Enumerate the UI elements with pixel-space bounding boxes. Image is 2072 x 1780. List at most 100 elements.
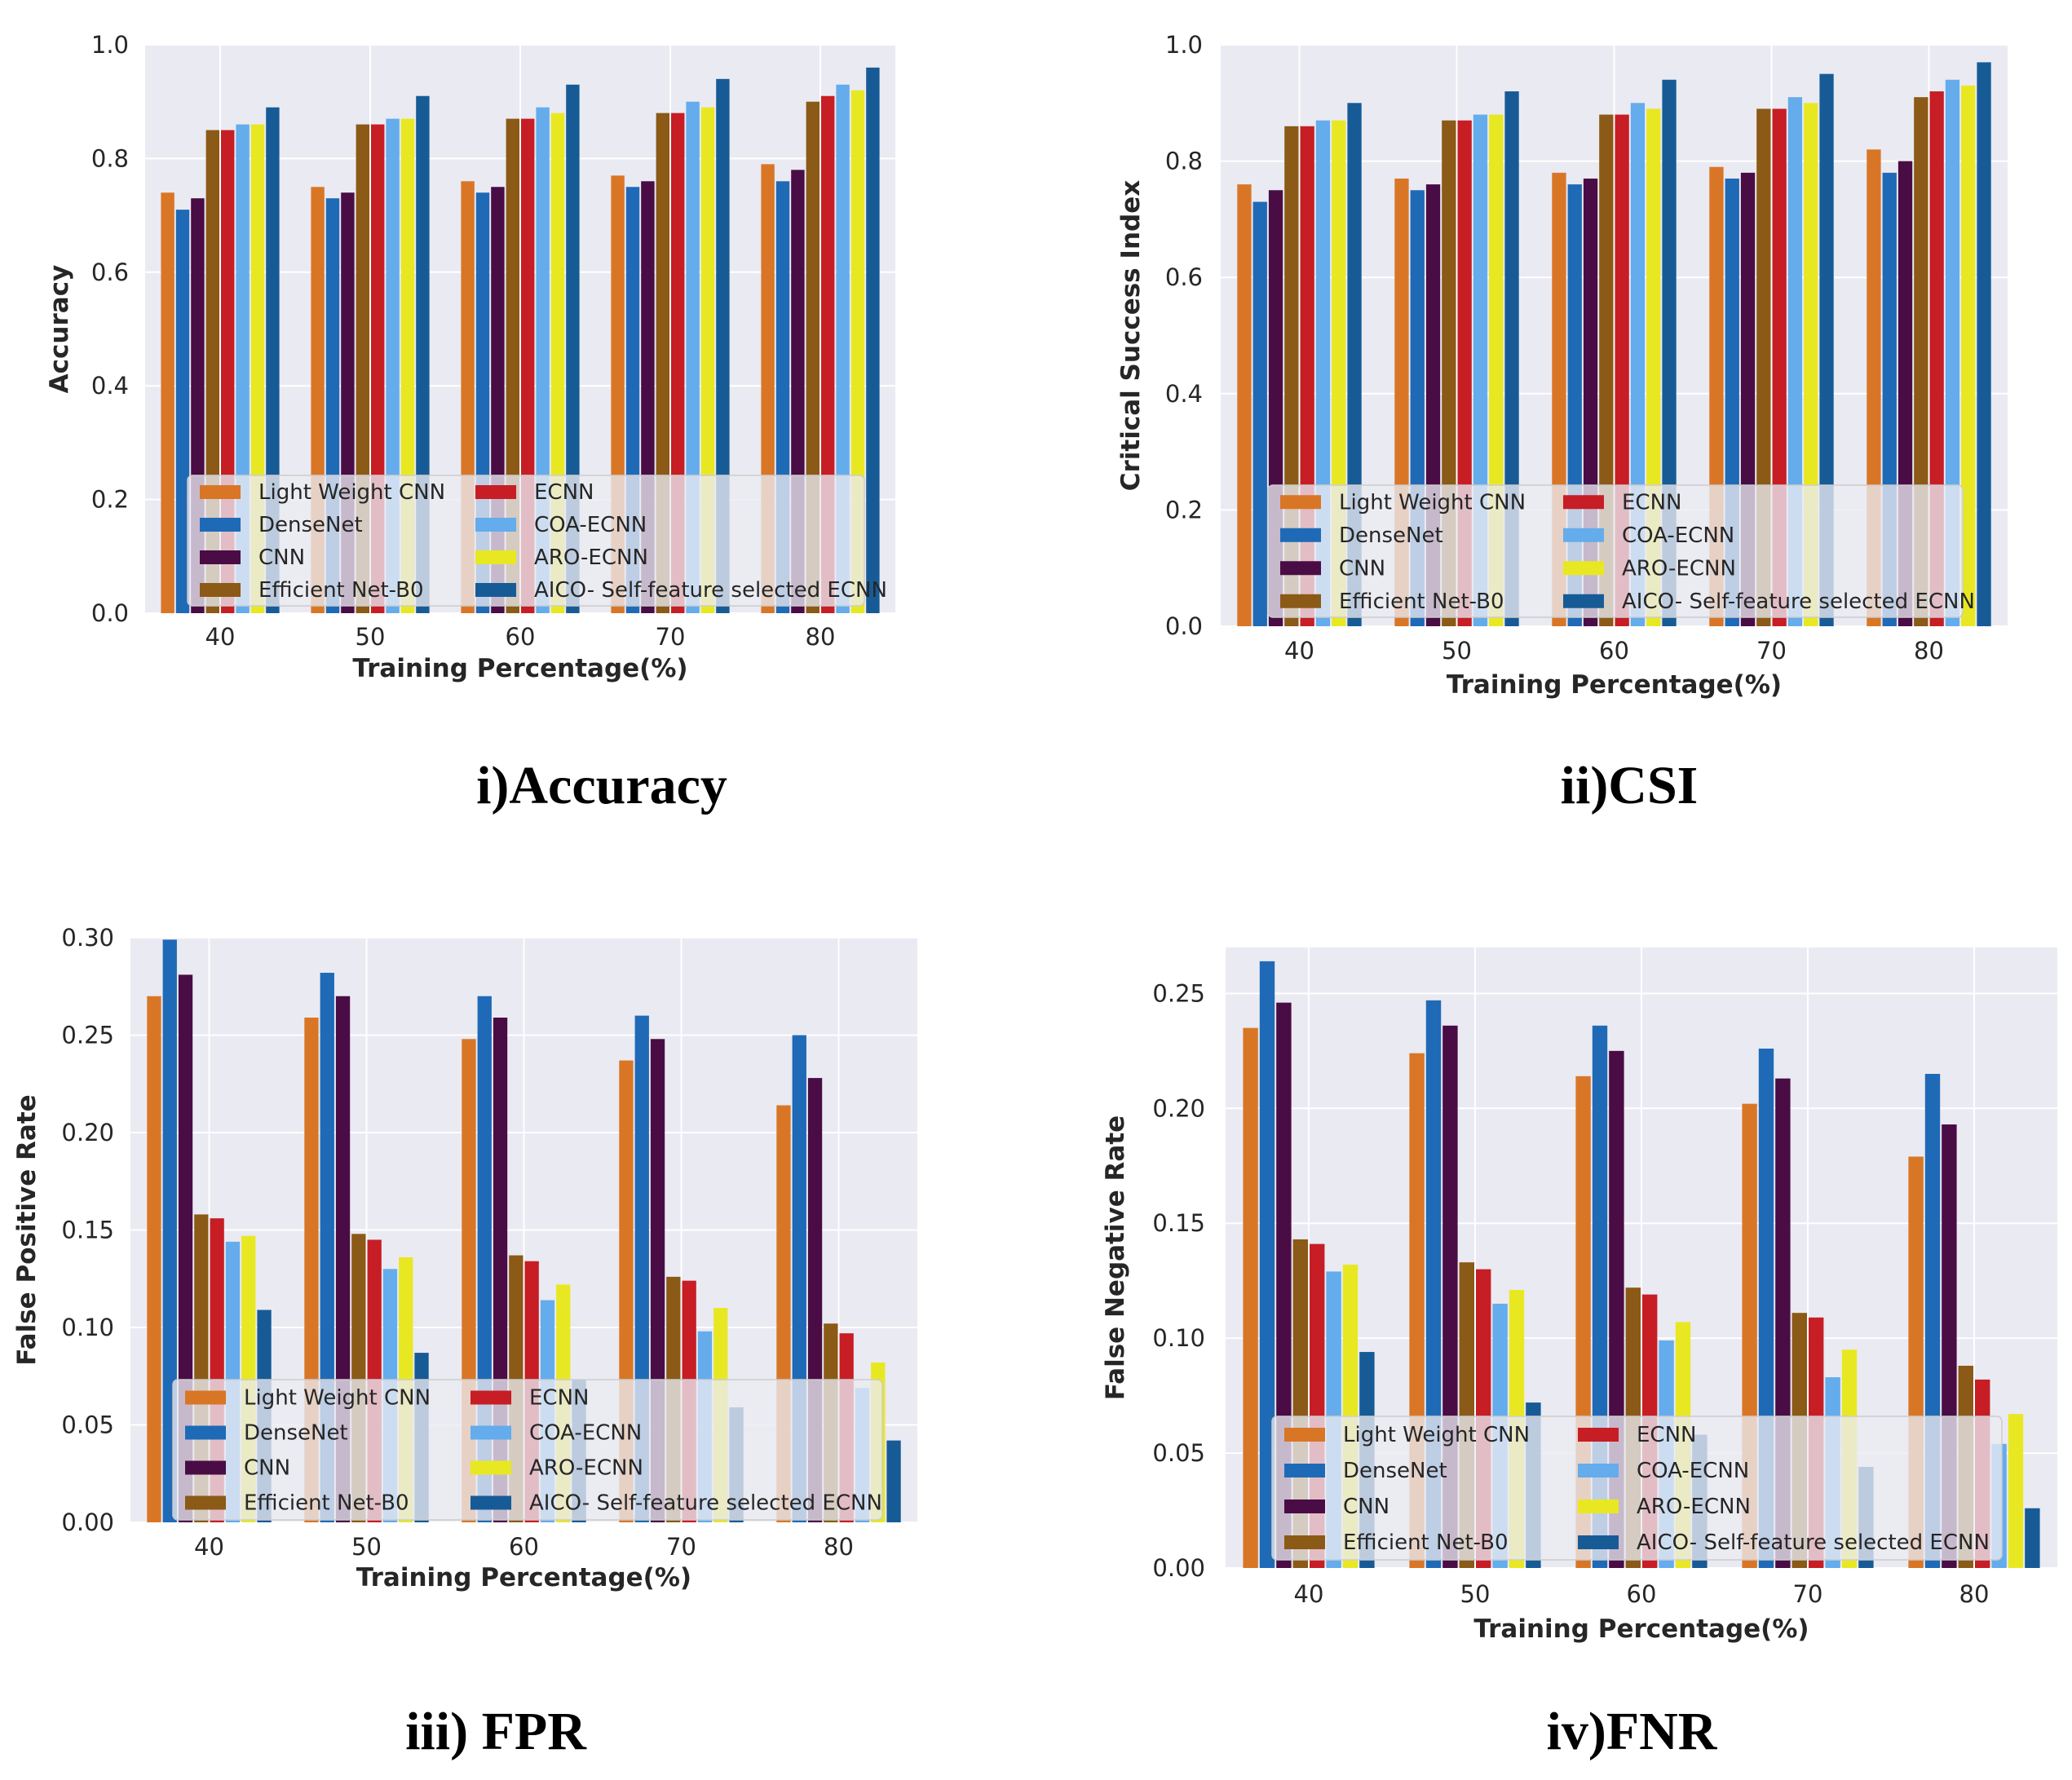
- bar-densenet-40: [162, 939, 177, 1522]
- y-tick-label: 0.15: [1152, 1209, 1205, 1237]
- x-tick-label: 80: [1959, 1580, 1990, 1608]
- legend-label: Efficient Net-B0: [1339, 590, 1504, 614]
- legend-label: AICO- Self-feature selected ECNN: [529, 1491, 882, 1516]
- legend: Light Weight CNN DenseNet CNN Efficient Net…: [1267, 484, 1975, 618]
- x-tick-label: 40: [194, 1533, 224, 1561]
- x-tick-label: 70: [1756, 637, 1787, 665]
- bar-aico-self-feature-selected-ecnn-80: [886, 1440, 901, 1522]
- legend-swatch: [1578, 1535, 1619, 1549]
- legend-swatch: [471, 1390, 511, 1405]
- legend-swatch: [1284, 1500, 1325, 1513]
- legend-label: AICO- Self-feature selected ECNN: [1622, 590, 1975, 614]
- legend-swatch: [1578, 1428, 1619, 1442]
- y-tick-label: 0.00: [1152, 1554, 1205, 1582]
- legend-label: CNN: [258, 545, 305, 570]
- legend-label: ECNN: [1622, 490, 1681, 515]
- legend-label: Light Weight CNN: [1343, 1423, 1530, 1447]
- legend-swatch: [1280, 594, 1321, 608]
- legend-swatch: [200, 550, 241, 564]
- x-tick-label: 40: [1294, 1580, 1324, 1608]
- legend-swatch: [185, 1495, 226, 1510]
- legend-swatch: [1563, 594, 1604, 608]
- legend-swatch: [1280, 495, 1321, 510]
- x-tick-label: 50: [351, 1533, 382, 1561]
- y-tick-label: 0.10: [61, 1314, 114, 1341]
- y-tick-label: 0.6: [1165, 263, 1203, 291]
- legend-label: ARO-ECNN: [1637, 1495, 1751, 1519]
- legend: Light Weight CNN DenseNet CNN Efficient Net…: [1271, 1416, 2003, 1561]
- x-axis-label: Training Percentage(%): [1473, 1614, 1809, 1644]
- legend-swatch: [471, 1425, 511, 1440]
- x-tick-label: 50: [1442, 637, 1472, 665]
- legend-label: COA-ECNN: [529, 1421, 642, 1446]
- legend-swatch: [1563, 561, 1604, 576]
- x-tick-label: 80: [1914, 637, 1944, 665]
- legend-swatch: [475, 583, 516, 597]
- y-axis-label: False Negative Rate: [1101, 1115, 1130, 1400]
- bar-aro-ecnn-80: [2008, 1414, 2024, 1568]
- legend-swatch: [1563, 495, 1604, 510]
- y-tick-label: 0.2: [91, 486, 129, 514]
- legend-swatch: [1578, 1500, 1619, 1513]
- legend-swatch: [200, 485, 241, 499]
- x-tick-label: 40: [205, 623, 236, 651]
- x-tick-label: 70: [1793, 1580, 1823, 1608]
- y-tick-label: 0.25: [61, 1022, 114, 1049]
- legend-box: [187, 475, 865, 607]
- y-tick-label: 0.4: [1165, 380, 1203, 408]
- x-axis-label: Training Percentage(%): [1447, 670, 1782, 700]
- legend-label: CNN: [1343, 1495, 1389, 1519]
- bar-aro-ecnn-80: [1961, 85, 1976, 626]
- legend-swatch: [1284, 1535, 1325, 1549]
- legend-label: Efficient Net-B0: [244, 1491, 409, 1516]
- bar-light-weight-cnn-40: [1243, 1027, 1258, 1568]
- legend-label: COA-ECNN: [534, 513, 647, 537]
- y-tick-label: 0.4: [91, 372, 129, 400]
- x-tick-label: 50: [1460, 1580, 1491, 1608]
- legend-swatch: [1284, 1464, 1325, 1477]
- y-tick-label: 0.8: [1165, 148, 1203, 175]
- legend-label: DenseNet: [1343, 1459, 1447, 1483]
- bar-densenet-40: [1252, 201, 1267, 626]
- legend-swatch: [475, 550, 516, 564]
- bar-densenet-40: [175, 210, 190, 613]
- legend-label: ARO-ECNN: [529, 1456, 643, 1481]
- y-tick-label: 0.2: [1165, 496, 1203, 523]
- x-tick-label: 60: [506, 623, 536, 651]
- y-tick-label: 0.20: [61, 1119, 114, 1146]
- y-tick-label: 0.8: [91, 144, 129, 172]
- y-axis-label: Accuracy: [45, 265, 74, 394]
- x-tick-label: 80: [824, 1533, 854, 1561]
- bar-light-weight-cnn-40: [147, 996, 161, 1522]
- legend-label: Light Weight CNN: [258, 480, 445, 505]
- legend-swatch: [475, 485, 516, 499]
- legend-label: ARO-ECNN: [534, 545, 648, 570]
- legend-label: DenseNet: [1339, 523, 1443, 548]
- legend-swatch: [1284, 1428, 1325, 1442]
- bar-light-weight-cnn-40: [1237, 184, 1252, 626]
- legend-swatch: [1578, 1464, 1619, 1477]
- y-tick-label: 0.15: [61, 1217, 114, 1244]
- y-axis-label: False Positive Rate: [12, 1094, 42, 1365]
- x-tick-label: 50: [356, 623, 386, 651]
- y-tick-label: 1.0: [1165, 31, 1203, 59]
- figure-caption: iii) FPR: [405, 1702, 587, 1761]
- chart-accuracy: 0.0 0.2 0.4 0.6 0.8 1.0 40 50 60 70 80 Training Per…: [45, 31, 895, 815]
- legend-box: [172, 1379, 883, 1521]
- bar-aico-self-feature-selected-ecnn-80: [866, 67, 880, 613]
- chart-csi: 0.0 0.2 0.4 0.6 0.8 1.0 40 50 60 70 80 Training Per…: [1116, 31, 2008, 815]
- legend-label: DenseNet: [244, 1421, 348, 1446]
- y-tick-label: 0.30: [61, 924, 114, 952]
- x-tick-label: 80: [806, 623, 836, 651]
- legend-label: AICO- Self-feature selected ECNN: [534, 578, 887, 603]
- chart-fnr: 0.00 0.05 0.10 0.15 0.20 0.25 40 50 60 70 80 Traini…: [1101, 947, 2057, 1761]
- legend-label: DenseNet: [258, 513, 363, 537]
- y-tick-label: 0.05: [61, 1411, 114, 1439]
- x-axis-label: Training Percentage(%): [356, 1563, 691, 1592]
- legend-label: Efficient Net-B0: [258, 578, 424, 603]
- bar-densenet-40: [1259, 961, 1275, 1568]
- legend-swatch: [475, 518, 516, 532]
- legend-box: [1271, 1416, 2003, 1561]
- x-tick-label: 60: [509, 1533, 539, 1561]
